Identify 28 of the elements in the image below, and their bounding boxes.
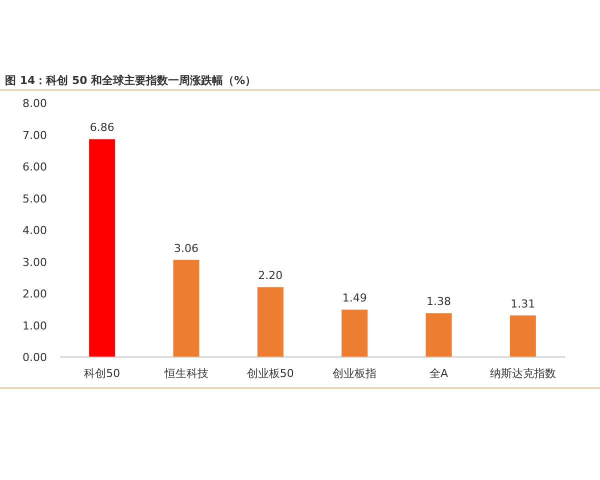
y-tick-label: 4.00 bbox=[22, 224, 47, 237]
bar bbox=[426, 313, 452, 357]
x-tick-label: 创业板50 bbox=[246, 367, 294, 380]
bar bbox=[89, 139, 116, 357]
x-tick-label: 创业板指 bbox=[332, 367, 377, 380]
y-tick-label: 3.00 bbox=[22, 256, 47, 269]
y-tick-label: 6.00 bbox=[22, 160, 47, 174]
y-tick-label: 2.00 bbox=[22, 288, 47, 300]
x-tick-label: 纳斯达克指数 bbox=[490, 367, 556, 380]
bar bbox=[342, 310, 368, 357]
y-tick-label: 5.00 bbox=[22, 192, 47, 206]
data-label: 1.31 bbox=[510, 297, 536, 310]
x-tick-label: 全A bbox=[429, 367, 448, 380]
bar bbox=[510, 315, 536, 357]
bar bbox=[173, 260, 200, 357]
data-label: 1.49 bbox=[342, 292, 367, 305]
data-label: 2.20 bbox=[258, 269, 283, 282]
chart-title: 图 14：科创 50 和全球主要指数一周涨跌幅（%） bbox=[5, 74, 256, 87]
data-label: 1.38 bbox=[426, 295, 451, 308]
y-tick-label: 7.00 bbox=[22, 128, 47, 142]
y-tick-label: 1.00 bbox=[22, 319, 47, 332]
bar bbox=[257, 287, 284, 357]
y-tick-label: 0.00 bbox=[22, 351, 47, 364]
x-tick-label: 恒生科技 bbox=[163, 367, 208, 380]
x-tick-label: 科创50 bbox=[84, 367, 120, 380]
y-tick-label: 8.00 bbox=[22, 97, 47, 110]
data-label: 6.86 bbox=[90, 121, 114, 134]
data-label: 3.06 bbox=[174, 242, 198, 255]
